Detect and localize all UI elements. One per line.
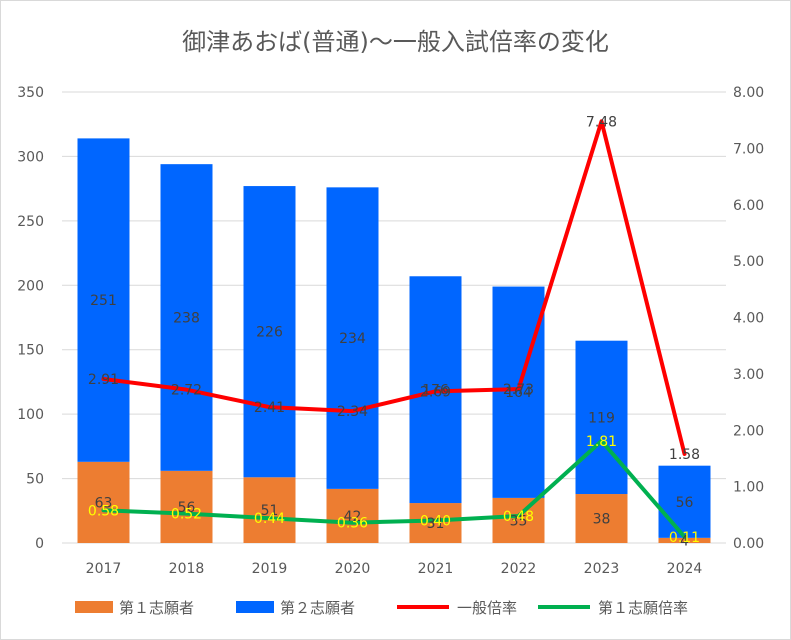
bar-first-choice <box>492 497 545 543</box>
label-first-choice: 38 <box>593 512 611 528</box>
legend-label: 一般倍率 <box>457 599 517 617</box>
label-second-choice: 176 <box>422 383 449 399</box>
y-left-tick-label: 50 <box>26 472 44 488</box>
bar-first-choice <box>160 470 213 543</box>
bar-second-choice <box>160 164 213 471</box>
label-first-choice-ratio: 0.48 <box>503 509 534 525</box>
y-left-tick-label: 150 <box>17 343 44 359</box>
label-first-choice: 42 <box>344 509 362 525</box>
x-tick-label: 2023 <box>584 561 620 577</box>
label-general-ratio: 1.58 <box>669 447 700 463</box>
label-first-choice: 35 <box>510 513 528 529</box>
label-general-ratio: 2.73 <box>503 382 534 398</box>
label-first-choice-ratio: 0.44 <box>254 511 285 527</box>
label-second-choice: 238 <box>173 311 200 327</box>
line-general-ratio <box>101 119 687 456</box>
bar-first-choice <box>77 461 130 543</box>
label-first-choice: 51 <box>261 503 279 519</box>
label-second-choice: 226 <box>256 325 283 341</box>
y-left-tick-label: 0 <box>35 536 44 552</box>
legend-swatch <box>75 601 113 613</box>
y-left-tick-label: 350 <box>17 85 44 101</box>
label-first-choice: 63 <box>95 495 113 511</box>
label-second-choice: 251 <box>90 293 117 309</box>
lines <box>101 119 687 539</box>
label-first-choice-ratio: 0.52 <box>171 507 202 523</box>
bar-second-choice <box>77 138 130 462</box>
bar-first-choice <box>243 477 296 543</box>
y-right-tick-label: 2.00 <box>733 423 764 439</box>
x-tick-label: 2020 <box>335 561 371 577</box>
label-second-choice: 56 <box>676 495 694 511</box>
label-first-choice: 4 <box>680 533 689 549</box>
y-right-tick-label: 8.00 <box>733 85 764 101</box>
y-left-tick-label: 300 <box>17 149 44 165</box>
label-first-choice: 31 <box>427 516 445 532</box>
data-labels: 63 251 56 238 51 226 42 234 31 176 35 164 38 119 4 56 2.… <box>88 114 700 549</box>
bar-first-choice <box>575 494 628 543</box>
label-first-choice-ratio: 1.81 <box>586 434 617 450</box>
bar-first-choice <box>658 537 711 543</box>
x-tick-label: 2022 <box>501 561 537 577</box>
bar-first-choice <box>409 503 462 543</box>
chart-title: 御津あおば(普通)～一般入試倍率の変化 <box>182 28 609 56</box>
bar-second-choice <box>575 340 628 495</box>
label-general-ratio: 2.69 <box>420 384 451 400</box>
label-first-choice-ratio: 0.58 <box>88 503 119 519</box>
x-tick-label: 2024 <box>667 561 703 577</box>
y-right-tick-label: 0.00 <box>733 536 764 552</box>
x-tick-label: 2017 <box>86 561 122 577</box>
label-general-ratio: 2.34 <box>337 404 368 420</box>
label-first-choice-ratio: 0.11 <box>669 530 700 546</box>
y-right-tick-label: 4.00 <box>733 311 764 327</box>
label-second-choice: 119 <box>588 410 615 426</box>
legend-swatch <box>236 601 274 613</box>
label-first-choice-ratio: 0.40 <box>420 513 451 529</box>
bar-second-choice <box>492 286 545 498</box>
bar-second-choice <box>243 186 296 478</box>
y-right-tick-label: 5.00 <box>733 254 764 270</box>
y-left-tick-label: 250 <box>17 214 44 230</box>
x-tick-label: 2021 <box>418 561 454 577</box>
label-first-choice-ratio: 0.36 <box>337 516 368 532</box>
y-left-tick-label: 100 <box>17 407 44 423</box>
legend-label: 第２志願者 <box>280 599 355 617</box>
x-tick-label: 2019 <box>252 561 288 577</box>
y-left-tick-label: 200 <box>17 278 44 294</box>
legend: 第１志願者 第２志願者 一般倍率 第１志願倍率 <box>75 599 688 617</box>
label-first-choice: 56 <box>178 500 196 516</box>
legend-label: 第１志願倍率 <box>598 599 688 617</box>
y-right-tick-label: 3.00 <box>733 367 764 383</box>
bars <box>77 138 711 543</box>
label-general-ratio: 7.48 <box>586 114 617 130</box>
line-first-choice-ratio <box>101 438 687 539</box>
label-second-choice: 164 <box>505 385 532 401</box>
label-general-ratio: 2.72 <box>171 383 202 399</box>
y-right-tick-label: 6.00 <box>733 198 764 214</box>
y-right-tick-label: 7.00 <box>733 141 764 157</box>
label-second-choice: 234 <box>339 331 366 347</box>
legend-label: 第１志願者 <box>119 599 194 617</box>
bar-second-choice <box>658 465 711 538</box>
y-right-tick-label: 1.00 <box>733 480 764 496</box>
bar-first-choice <box>326 488 379 543</box>
x-tick-label: 2018 <box>169 561 205 577</box>
bar-second-choice <box>326 187 379 489</box>
axes: 0 50 100 150 200 250 300 350 0.00 1.00 2.00 3.00 4.0… <box>17 85 764 577</box>
label-general-ratio: 2.91 <box>88 372 119 388</box>
label-general-ratio: 2.41 <box>254 400 285 416</box>
